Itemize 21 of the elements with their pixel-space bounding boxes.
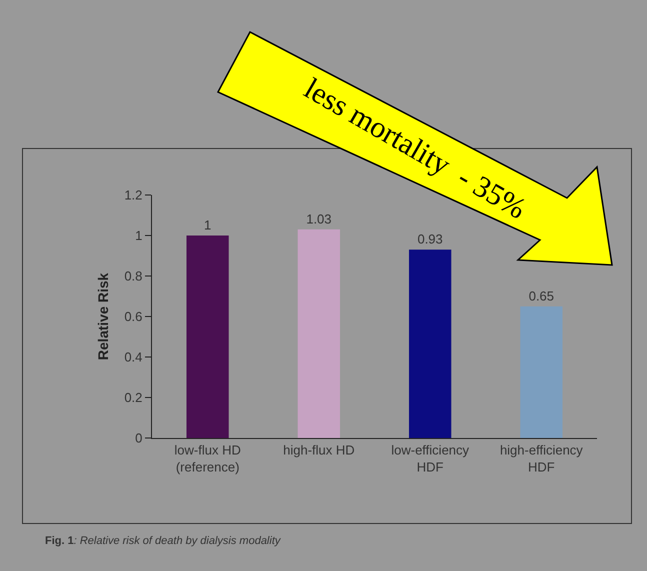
- x-tick-label: low-flux HD (reference): [174, 442, 241, 474]
- y-tick-label: 0.4: [124, 350, 142, 365]
- y-tick-label: 1: [135, 228, 142, 244]
- y-tick-label: 0: [135, 430, 142, 446]
- bar: [298, 229, 340, 438]
- x-tick-label: high-flux HD: [283, 442, 355, 458]
- bar: [186, 236, 229, 438]
- y-tick-label: 1.2: [124, 188, 142, 203]
- data-label: 0.93: [417, 232, 443, 247]
- caption: Fig. 1: Relative risk of death by dialysis modality: [45, 535, 282, 547]
- y-tick-label: 0.2: [124, 390, 142, 406]
- data-label: 1.03: [306, 211, 332, 226]
- x-tick-label: high-efficiency HDF: [500, 442, 584, 474]
- bar: [520, 306, 563, 438]
- y-tick-label: 0.6: [124, 309, 142, 324]
- x-tick-label: low-efficiency HDF: [391, 442, 470, 474]
- y-axis-title: Relative Risk: [94, 272, 111, 360]
- data-label: 1: [204, 218, 212, 232]
- bar: [408, 250, 452, 438]
- y-tick-label: 0.8: [124, 268, 142, 284]
- data-label: 0.65: [528, 288, 554, 304]
